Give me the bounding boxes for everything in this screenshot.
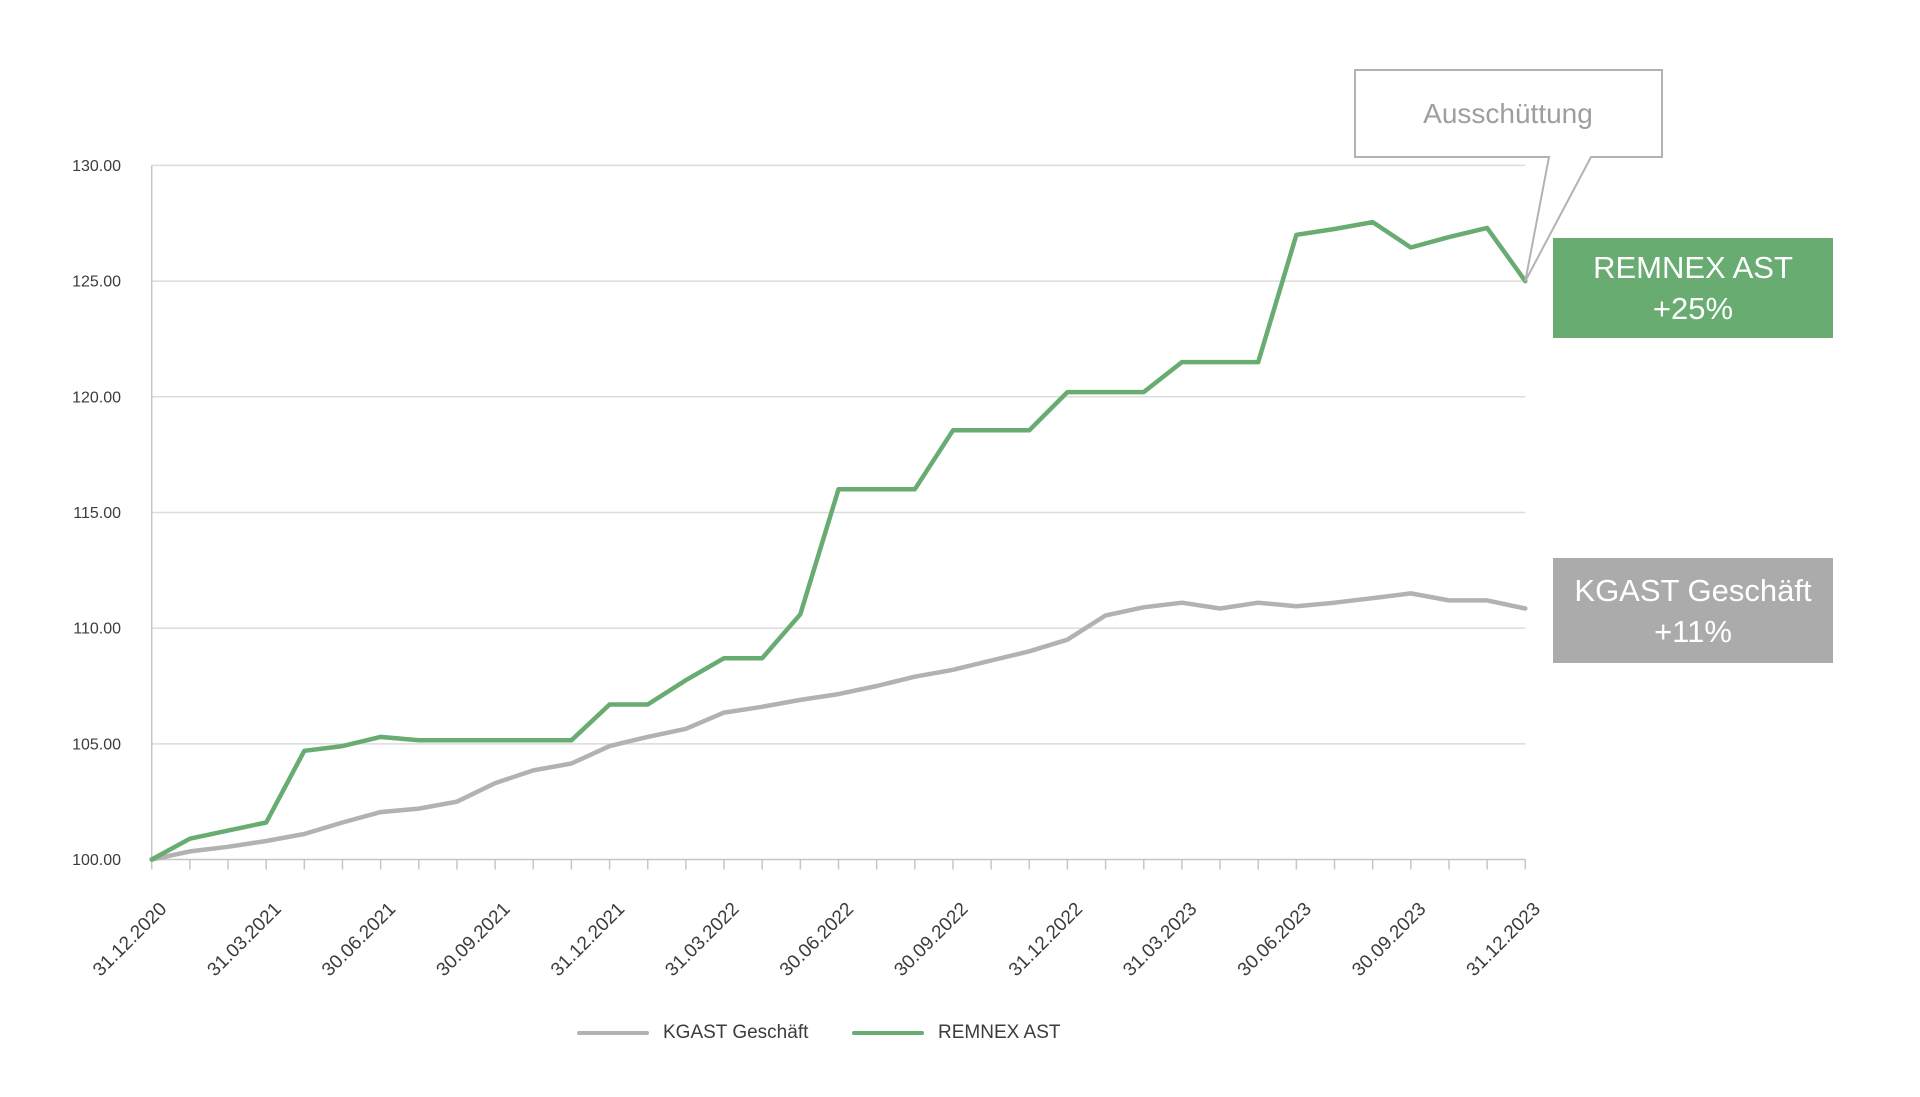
x-tick-label: 30.06.2023 [1234,899,1316,981]
remnex-line-swatch [852,1031,924,1035]
x-tick-label: 31.03.2021 [204,899,286,981]
legend-label-kgast: KGAST Geschäft [663,1022,809,1043]
series-line-kgast [149,591,1528,862]
x-tick-label: 31.03.2023 [1119,899,1201,981]
x-tick-label: 31.12.2021 [547,899,629,981]
legend-label-remnex: REMNEX AST [938,1022,1061,1043]
remnex-end-label-title: REMNEX AST [1593,250,1793,285]
legend: KGAST Geschäft REMNEX AST [0,1018,1920,1048]
x-tick-label: 31.12.2023 [1463,899,1545,981]
y-tick-label: 105.00 [72,736,121,753]
legend-item-kgast: KGAST Geschäft [577,1018,808,1048]
kgast-line-swatch [577,1031,649,1035]
axis-layer: 31.12.2020 31.03.2021 30.06.2021 30.09.2021… [89,165,1545,981]
x-tick-label: 30.09.2023 [1348,899,1430,981]
legend-item-remnex: REMNEX AST [852,1018,1060,1048]
x-tick-label: 31.12.2022 [1005,899,1087,981]
x-tick-label: 30.06.2022 [776,899,858,981]
kgast-end-label-box: KGAST Geschäft +11% [1553,558,1833,663]
y-tick-label: 130.00 [72,158,121,175]
callout-bubble [1354,69,1663,282]
remnex-end-label-box: REMNEX AST +25% [1553,238,1833,338]
kgast-end-label-title: KGAST Geschäft [1574,572,1812,608]
y-tick-label: 125.00 [72,274,121,291]
remnex-end-label-change: +25% [1652,291,1734,326]
y-tick-label: 100.00 [72,852,121,869]
y-tick-label: 115.00 [73,505,121,522]
y-tick-label: 120.00 [72,389,121,406]
x-tick-label: 30.09.2022 [890,899,972,981]
x-tick-label: 30.09.2021 [433,899,515,981]
series-line-remnex [149,219,1528,862]
x-tick-label: 31.12.2020 [89,899,171,981]
annotation-callout: Ausschüttung [1354,69,1663,282]
y-tick-label: 110.00 [73,621,121,638]
callout-text: Ausschüttung [1423,98,1593,129]
x-tick-label: 30.06.2021 [318,899,400,981]
x-tick-label: 31.03.2022 [661,899,743,981]
grid-layer: 100.00 105.00 110.00 115.00 120.00 125.00 130.… [72,158,1526,869]
kgast-end-label-change: +11% [1654,613,1732,649]
